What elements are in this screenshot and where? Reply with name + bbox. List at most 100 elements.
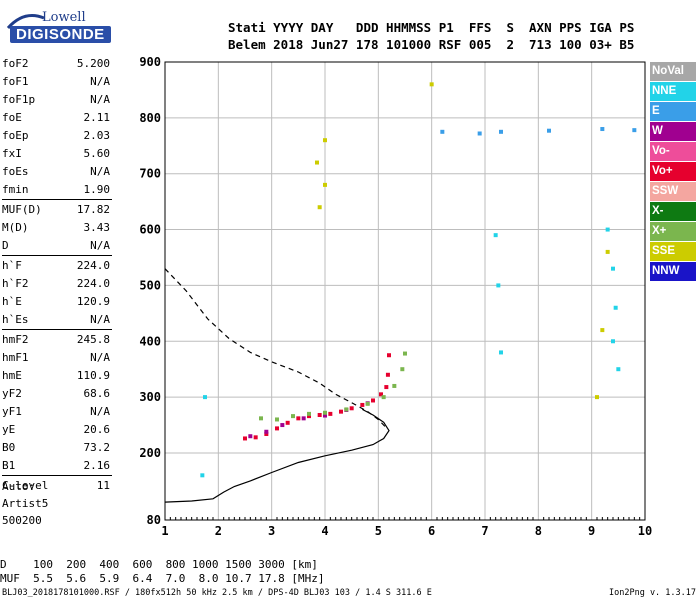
data-point <box>323 138 327 143</box>
param-row: foEp 2.03 <box>2 128 110 143</box>
data-point <box>264 431 269 436</box>
param-label: D <box>2 239 9 252</box>
data-point <box>613 305 618 310</box>
param-value: 2.03 <box>83 129 111 142</box>
chart-frame <box>164 61 646 521</box>
param-value: 5.60 <box>83 147 111 160</box>
y-tick-label: 80 <box>147 513 161 527</box>
data-point <box>275 426 279 431</box>
data-point <box>595 395 599 400</box>
y-tick-label: 500 <box>139 278 161 292</box>
x-tick-label: 6 <box>428 524 435 538</box>
data-point <box>328 411 333 416</box>
data-point <box>315 160 319 165</box>
param-row: D N/A <box>2 238 110 253</box>
data-point <box>360 402 365 407</box>
data-point <box>317 412 322 417</box>
data-point <box>259 416 263 421</box>
data-point <box>317 205 322 210</box>
data-point <box>499 129 503 134</box>
x-tick-label: 5 <box>375 524 382 538</box>
data-point <box>365 401 370 406</box>
param-value: 68.6 <box>83 387 111 400</box>
data-point <box>200 473 205 478</box>
param-label: h`F <box>2 259 22 272</box>
param-row: h`E 120.9 <box>2 294 110 309</box>
data-point <box>381 395 386 400</box>
param-label: hmE <box>2 369 22 382</box>
data-point <box>344 407 349 412</box>
data-point <box>379 392 383 397</box>
param-divider <box>2 475 112 476</box>
data-point <box>243 436 247 441</box>
data-point <box>392 383 397 388</box>
data-point <box>600 127 605 132</box>
param-label: foF1 <box>2 75 29 88</box>
legend-item: NNE <box>650 82 696 101</box>
header-labels: Stati YYYY DAY DDD HHMMSS P1 FFS S AXN P… <box>228 20 635 35</box>
y-tick-label: 400 <box>139 334 161 348</box>
y-tick-label: 200 <box>139 446 161 460</box>
param-value: 224.0 <box>76 259 110 272</box>
chart-ticks: 1 2 3 4 5 6 7 8 9 10 80 200 300 400 500 600 700 800 900 <box>139 55 652 538</box>
legend-item: SSW <box>650 182 696 201</box>
param-value: 2.11 <box>83 111 111 124</box>
param-value: 20.6 <box>83 423 111 436</box>
param-row: yF1 N/A <box>2 404 110 419</box>
param-label: B1 <box>2 459 16 472</box>
data-point <box>307 411 311 416</box>
y-tick-label: 800 <box>139 111 161 125</box>
data-point <box>275 417 279 422</box>
profile-curve <box>164 268 387 429</box>
data-point <box>605 227 610 232</box>
param-label: h`E <box>2 295 22 308</box>
legend-item: SSE <box>650 242 696 261</box>
footer-file-info: BLJ03_2018178101000.RSF / 180fx512h 50 k… <box>2 588 432 598</box>
param-value: 11 <box>96 479 110 492</box>
data-point <box>301 416 306 421</box>
chart-scatter <box>200 82 637 478</box>
data-point <box>339 409 343 414</box>
data-point <box>296 416 301 421</box>
param-value: 224.0 <box>76 277 110 290</box>
y-tick-label: 900 <box>139 55 161 69</box>
data-point <box>323 410 327 415</box>
legend-item: Vo- <box>650 142 696 161</box>
param-label: MUF(D) <box>2 203 42 216</box>
logo-line2: DIGISONDE <box>10 26 111 43</box>
data-point <box>611 266 615 271</box>
chart-grid <box>164 61 646 521</box>
param-label: fxI <box>2 147 22 160</box>
legend-item: NoVal <box>650 62 696 81</box>
chart-curves <box>164 268 390 503</box>
digisonde-logo: Lowell DIGISONDE <box>6 8 156 48</box>
autoscale-method: Artist5 <box>2 497 49 510</box>
data-point <box>600 328 605 333</box>
y-tick-label: 700 <box>139 167 161 181</box>
param-label: h`F2 <box>2 277 29 290</box>
data-point <box>203 395 207 400</box>
param-row: h`F2 224.0 <box>2 276 110 291</box>
x-tick-label: 3 <box>268 524 275 538</box>
param-label: yF2 <box>2 387 22 400</box>
param-value: N/A <box>90 75 110 88</box>
legend-item: X+ <box>650 222 696 241</box>
data-point <box>371 398 375 403</box>
x-tick-label: 2 <box>215 524 222 538</box>
y-tick-label: 300 <box>139 390 161 404</box>
param-value: 2.16 <box>83 459 111 472</box>
param-value: 245.8 <box>76 333 110 346</box>
param-value: N/A <box>90 93 110 106</box>
param-value: 1.90 <box>83 183 111 196</box>
param-label: hmF2 <box>2 333 29 346</box>
param-row: foEs N/A <box>2 164 110 179</box>
data-point <box>605 249 610 254</box>
param-label: foF2 <box>2 57 29 70</box>
param-row: fxI 5.60 <box>2 146 110 161</box>
legend-item: NNW <box>650 262 696 281</box>
param-value: 120.9 <box>76 295 110 308</box>
x-tick-label: 7 <box>481 524 488 538</box>
x-tick-label: 1 <box>161 524 168 538</box>
param-label: M(D) <box>2 221 29 234</box>
